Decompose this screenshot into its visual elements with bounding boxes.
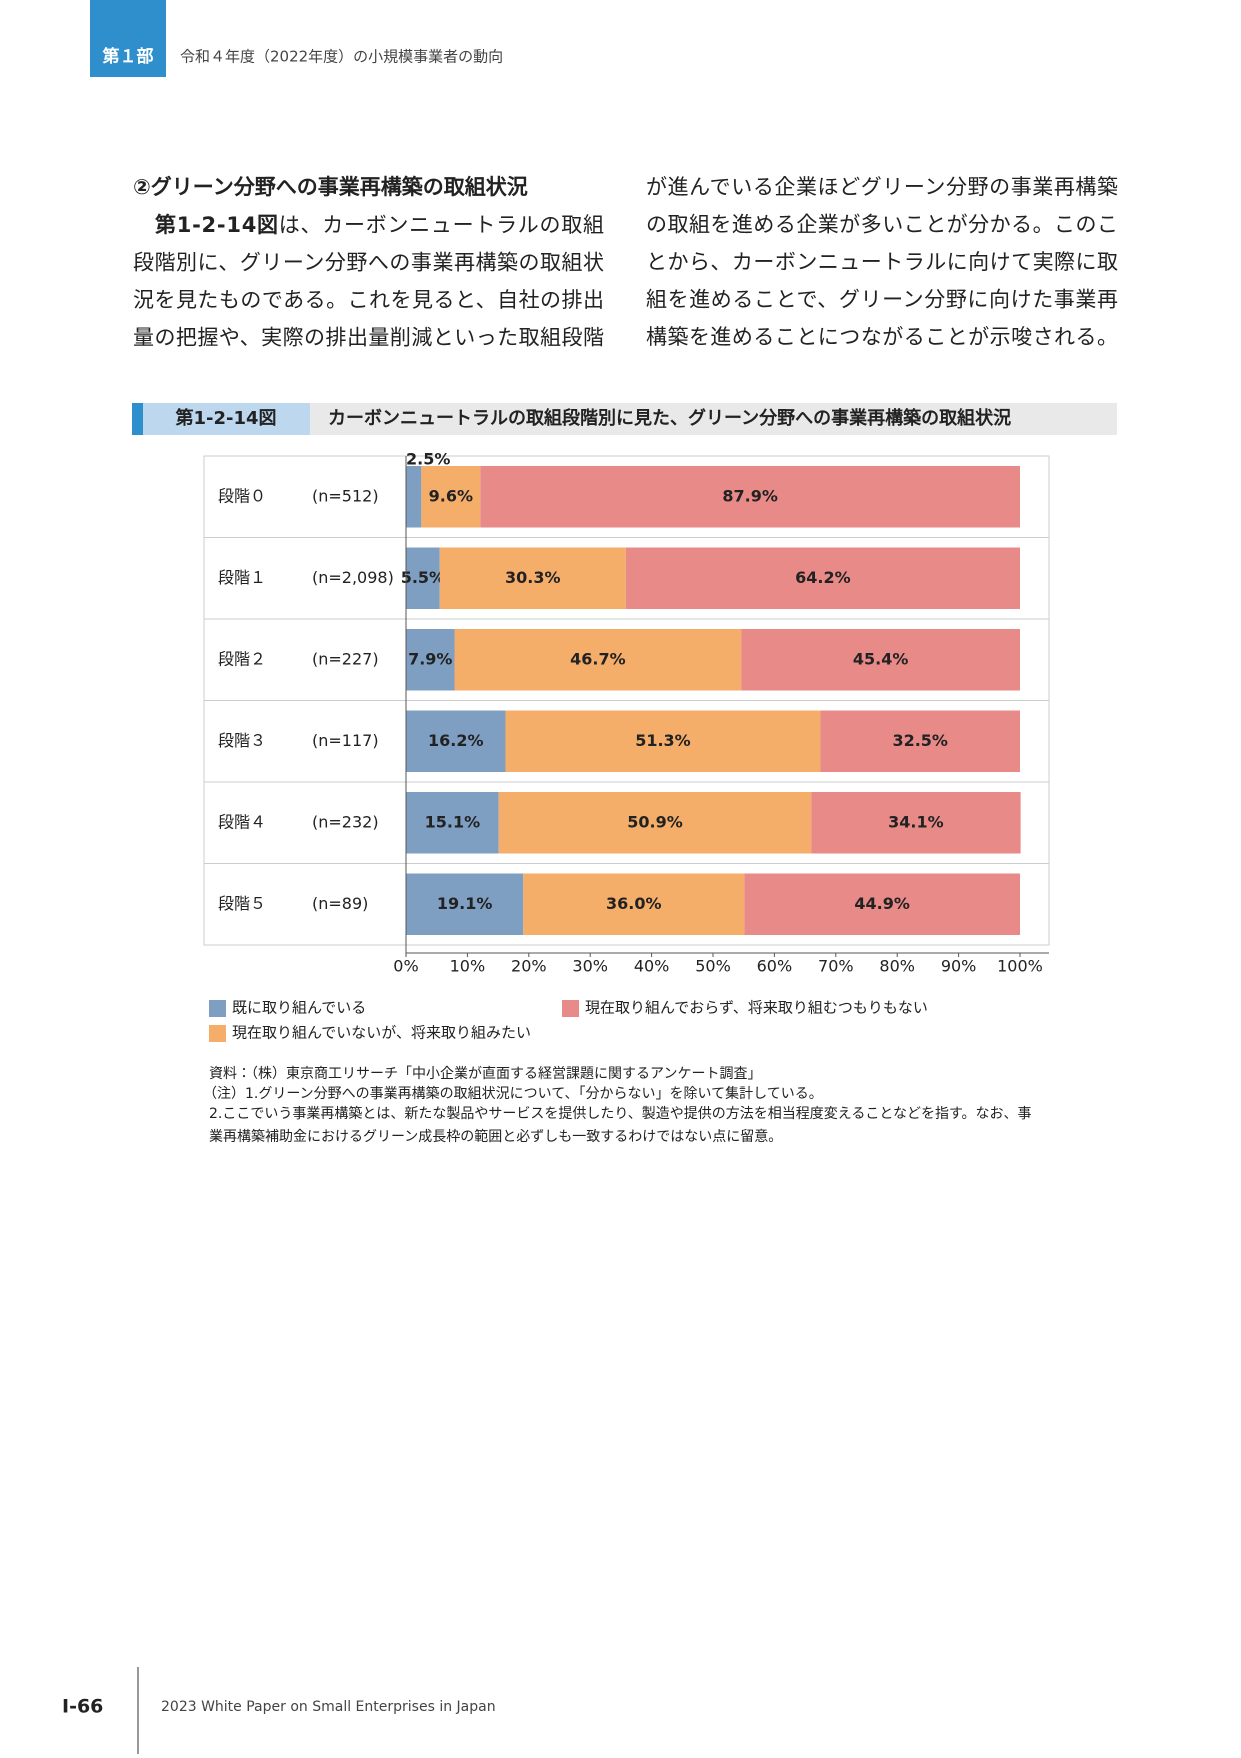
x-tick-label: 70% [818,957,854,976]
bar-segment [498,792,812,854]
body-line: 第1-2-14図は、カーボンニュートラルの取組 [155,213,604,237]
value-label: 9.6% [429,486,473,505]
bar-segment [406,547,440,609]
bar-segment [406,710,506,772]
value-label: 30.3% [505,568,561,587]
figure-title: カーボンニュートラルの取組段階別に見た、グリーン分野への事業再構築の取組状況 [328,407,1011,429]
bar-segment [625,547,1020,609]
value-label: 16.2% [428,731,484,750]
bar-segment [744,873,1020,935]
value-label: 45.4% [853,649,909,668]
n-label: (n=227) [312,649,379,668]
value-label: 50.9% [627,812,683,831]
bar-segment [406,873,524,935]
value-label: 87.9% [722,486,778,505]
body-line: 況を見たものである。これを見ると、自社の排出 [133,288,604,312]
bar-segment [505,710,821,772]
legend-swatch [209,1025,226,1042]
value-label: 5.5% [401,568,445,587]
n-label: (n=117) [312,731,379,750]
value-label: 51.3% [635,731,691,750]
bar-segment [820,710,1020,772]
category-label: 段階３ [218,731,266,750]
section-heading: ②グリーン分野への事業再構築の取組状況 [133,175,528,199]
x-tick-label: 20% [511,957,547,976]
figure-title-box [310,403,1117,435]
value-label: 46.7% [570,649,626,668]
header-title: 令和４年度（2022年度）の小規模事業者の動向 [180,48,503,66]
category-label: 段階０ [218,486,266,505]
value-label: 19.1% [437,894,493,913]
body-line: 量の把握や、実際の排出量削減といった取組段階 [133,326,604,350]
legend-label: 現在取り組んでおらず、将来取り組むつもりもない [585,999,928,1017]
x-tick-label: 60% [757,957,793,976]
body-line: とから、カーボンニュートラルに向けて実際に取 [646,250,1118,274]
part-badge [90,0,166,77]
note: （注）1.グリーン分野への事業再構築の取組状況について、「分からない」を除いて集… [203,1086,823,1102]
note: 2.ここでいう事業再構築とは、新たな製品やサービスを提供したり、製造や提供の方法… [209,1106,1032,1122]
x-tick-label: 100% [997,957,1043,976]
x-tick-label: 10% [450,957,486,976]
body-line: 段階別に、グリーン分野への事業再構築の取組状 [133,251,604,275]
part-label: 第１部 [102,46,154,67]
x-tick-label: 0% [393,957,418,976]
value-label: 34.1% [888,812,944,831]
category-label: 段階５ [218,894,266,913]
value-label: 32.5% [892,731,948,750]
bar-segment [421,466,481,528]
bar-segment [406,629,455,691]
x-tick-label: 50% [695,957,731,976]
n-label: (n=512) [312,486,379,505]
note: 業再構築補助金におけるグリーン成長枠の範囲と必ずしも一致するわけではない点に留意… [209,1128,782,1145]
bar-segment [406,792,499,854]
publication: 2023 White Paper on Small Enterprises in… [161,1699,496,1715]
body-line: 組を進めることで、グリーン分野に向けた事業再 [646,288,1118,312]
category-label: 段階４ [218,812,266,831]
bar-segment [741,629,1020,691]
figure-label: 第1-2-14図 [175,407,276,429]
note: 資料：（株）東京商工リサーチ「中小企業が直面する経営課題に関するアンケート調査」 [209,1066,761,1082]
bar-segment [439,547,626,609]
body-text: は、カーボンニュートラルの取組 [279,213,604,237]
legend-label: 既に取り組んでいる [232,999,366,1017]
bar-segment [523,873,745,935]
bar-segment [480,466,1020,528]
value-label: 36.0% [606,894,662,913]
bar-segment [406,466,422,528]
figure-label-box [143,403,310,435]
bar-segment [811,792,1021,854]
value-label: 64.2% [795,568,851,587]
value-label: 2.5% [406,450,450,469]
legend-swatch [209,1000,226,1017]
legend-swatch [562,1000,579,1017]
category-label: 段階２ [218,649,266,668]
legend-label: 現在取り組んでいないが、将来取り組みたい [232,1024,531,1042]
category-label: 段階１ [218,568,266,587]
intro-ref: 第1-2-14図 [155,213,278,237]
n-label: (n=2,098) [312,568,394,587]
n-label: (n=89) [312,894,368,913]
body-line: の取組を進める企業が多いことが分かる。このこ [646,213,1118,237]
figure-stripe [132,403,143,435]
body-line: 構築を進めることにつながることが示唆される。 [646,325,1118,349]
x-tick-label: 90% [941,957,977,976]
x-tick-label: 80% [879,957,915,976]
page-number: I-66 [62,1696,103,1718]
x-tick-label: 30% [572,957,608,976]
bar-segment [454,629,742,691]
body-line: が進んでいる企業ほどグリーン分野の事業再構築 [646,175,1118,199]
x-tick-label: 40% [634,957,670,976]
value-label: 44.9% [854,894,910,913]
n-label: (n=232) [312,812,379,831]
value-label: 7.9% [408,649,452,668]
value-label: 15.1% [425,812,481,831]
